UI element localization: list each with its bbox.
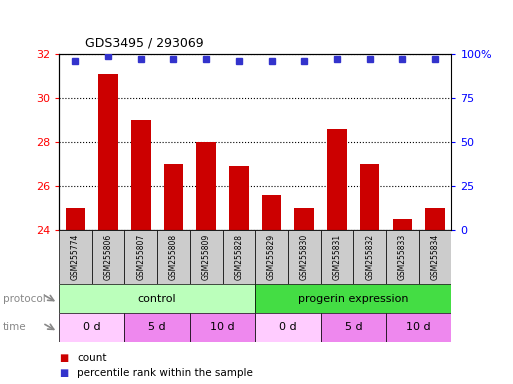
Bar	[98, 74, 118, 230]
Bar	[327, 129, 347, 230]
Text: GSM255829: GSM255829	[267, 234, 276, 280]
Bar	[386, 313, 451, 342]
Text: 10 d: 10 d	[406, 322, 431, 333]
Bar	[164, 164, 183, 230]
Text: GDS3495 / 293069: GDS3495 / 293069	[85, 37, 203, 50]
Bar	[229, 166, 249, 230]
Bar	[386, 230, 419, 284]
Bar	[255, 230, 288, 284]
Bar	[294, 208, 314, 230]
Bar	[223, 230, 255, 284]
Text: GSM255809: GSM255809	[202, 234, 211, 280]
Text: GSM255833: GSM255833	[398, 234, 407, 280]
Bar	[255, 313, 321, 342]
Bar	[425, 208, 445, 230]
Bar	[157, 230, 190, 284]
Bar	[321, 313, 386, 342]
Text: percentile rank within the sample: percentile rank within the sample	[77, 368, 253, 378]
Text: time: time	[3, 322, 26, 333]
Bar	[262, 195, 281, 230]
Bar	[196, 142, 216, 230]
Bar	[59, 313, 124, 342]
Text: GSM255830: GSM255830	[300, 234, 309, 280]
Text: GSM255808: GSM255808	[169, 234, 178, 280]
Text: GSM255834: GSM255834	[430, 234, 440, 280]
Bar	[124, 313, 190, 342]
Bar	[190, 230, 223, 284]
Text: progerin expression: progerin expression	[298, 293, 408, 304]
Bar	[59, 230, 92, 284]
Bar	[92, 230, 125, 284]
Text: 10 d: 10 d	[210, 322, 235, 333]
Text: ■: ■	[59, 353, 68, 363]
Bar	[321, 230, 353, 284]
Bar	[288, 230, 321, 284]
Bar	[59, 284, 255, 313]
Text: 0 d: 0 d	[83, 322, 101, 333]
Bar	[66, 208, 85, 230]
Text: GSM255774: GSM255774	[71, 234, 80, 280]
Text: 5 d: 5 d	[148, 322, 166, 333]
Text: count: count	[77, 353, 107, 363]
Text: 5 d: 5 d	[345, 322, 362, 333]
Text: GSM255831: GSM255831	[332, 234, 342, 280]
Text: GSM255807: GSM255807	[136, 234, 145, 280]
Bar	[392, 219, 412, 230]
Text: ■: ■	[59, 368, 68, 378]
Bar	[353, 230, 386, 284]
Bar	[124, 230, 157, 284]
Bar	[255, 284, 451, 313]
Text: 0 d: 0 d	[279, 322, 297, 333]
Text: protocol: protocol	[3, 293, 45, 304]
Text: control: control	[138, 293, 176, 304]
Bar	[190, 313, 255, 342]
Text: GSM255806: GSM255806	[104, 234, 112, 280]
Text: GSM255832: GSM255832	[365, 234, 374, 280]
Bar	[360, 164, 380, 230]
Bar	[131, 120, 150, 230]
Text: GSM255828: GSM255828	[234, 234, 243, 280]
Bar	[419, 230, 451, 284]
